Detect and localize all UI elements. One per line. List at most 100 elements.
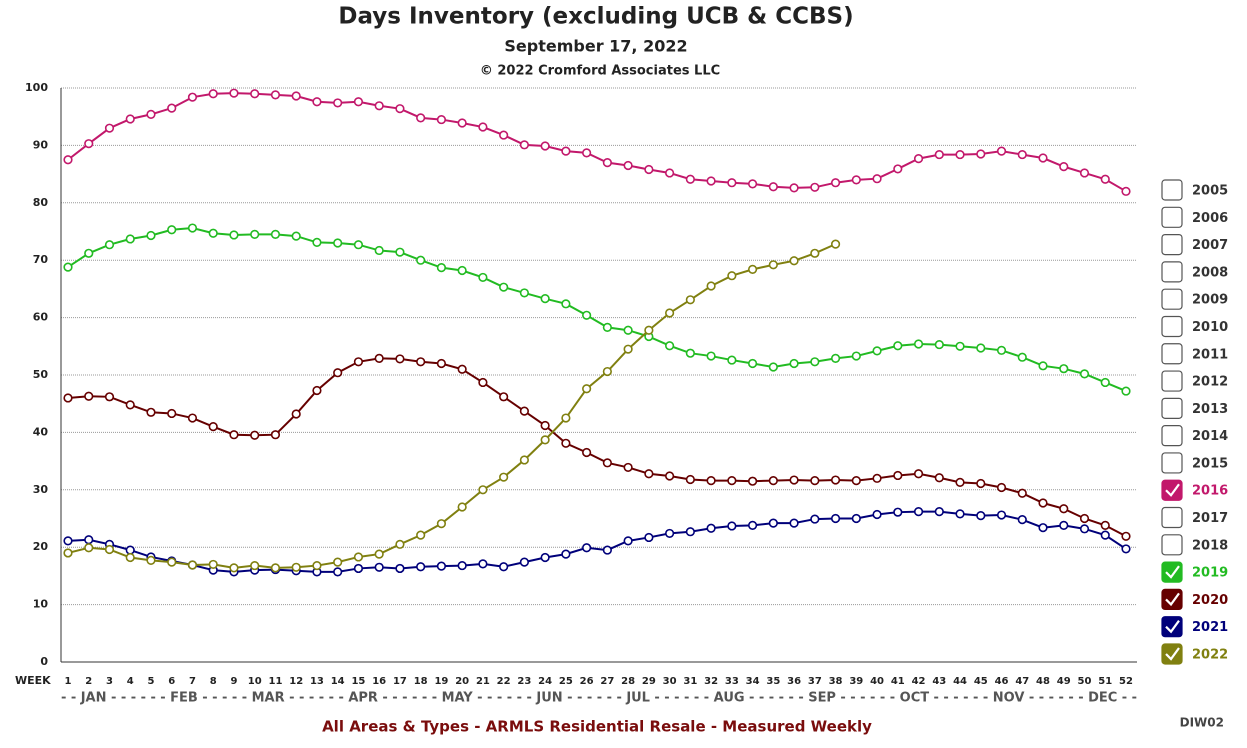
point bbox=[250, 229, 260, 239]
point bbox=[229, 563, 239, 573]
point bbox=[561, 146, 571, 156]
point bbox=[955, 149, 965, 160]
series-line bbox=[67, 92, 1127, 193]
point bbox=[851, 476, 861, 486]
point bbox=[187, 223, 198, 233]
x-tick-label: 20 bbox=[455, 676, 469, 687]
x-tick-label: 7 bbox=[189, 676, 196, 687]
point bbox=[125, 545, 135, 555]
point bbox=[955, 509, 965, 519]
point bbox=[976, 511, 986, 521]
point bbox=[353, 240, 364, 250]
point bbox=[333, 557, 343, 567]
point bbox=[665, 341, 675, 351]
point bbox=[685, 474, 695, 485]
x-tick-label: 39 bbox=[849, 676, 863, 687]
chart-code: DIW02 bbox=[1180, 716, 1224, 730]
point bbox=[623, 344, 633, 354]
point bbox=[540, 141, 550, 151]
x-tick-label: 2 bbox=[85, 676, 92, 687]
point bbox=[1059, 520, 1069, 530]
point bbox=[810, 248, 820, 258]
point bbox=[374, 245, 384, 256]
point bbox=[934, 149, 944, 160]
point bbox=[996, 345, 1007, 355]
point bbox=[104, 392, 115, 402]
x-tick-label: 9 bbox=[230, 676, 237, 687]
point bbox=[1038, 153, 1048, 163]
point bbox=[706, 523, 716, 533]
point bbox=[374, 101, 384, 111]
x-tick-label: 10 bbox=[248, 676, 262, 687]
y-tick-label: 60 bbox=[33, 311, 49, 324]
legend-checkbox bbox=[1161, 425, 1183, 447]
point bbox=[976, 343, 986, 353]
point bbox=[602, 322, 612, 332]
x-tick-label: 37 bbox=[808, 676, 822, 687]
point bbox=[1100, 520, 1110, 530]
series-line bbox=[67, 510, 1127, 573]
point bbox=[582, 310, 592, 320]
point bbox=[623, 325, 633, 335]
legend-label: 2014 bbox=[1192, 429, 1228, 444]
point bbox=[250, 89, 260, 99]
point bbox=[623, 536, 633, 546]
point bbox=[374, 549, 384, 559]
point bbox=[519, 557, 529, 567]
legend-checkbox bbox=[1161, 288, 1183, 310]
point bbox=[685, 527, 695, 537]
point bbox=[602, 158, 612, 168]
point bbox=[167, 408, 177, 419]
y-tick-label: 90 bbox=[33, 138, 49, 151]
point bbox=[353, 563, 364, 574]
point bbox=[208, 228, 218, 238]
point bbox=[955, 341, 965, 351]
series-line bbox=[67, 357, 1127, 538]
x-tick-label: 35 bbox=[766, 676, 780, 687]
point bbox=[830, 475, 841, 485]
x-tick-label: 40 bbox=[870, 676, 884, 687]
point bbox=[416, 255, 426, 265]
point bbox=[208, 89, 218, 99]
x-tick-label: 42 bbox=[912, 676, 926, 687]
x-tick-label: 30 bbox=[663, 676, 677, 687]
point bbox=[665, 168, 675, 178]
x-tick-label: 21 bbox=[476, 676, 490, 687]
point bbox=[270, 90, 281, 100]
point bbox=[644, 164, 654, 175]
y-tick-label: 50 bbox=[33, 368, 49, 381]
point bbox=[1121, 186, 1131, 196]
point bbox=[1121, 386, 1131, 396]
x-tick-label: 16 bbox=[372, 676, 386, 687]
point bbox=[312, 237, 322, 248]
point bbox=[996, 482, 1007, 493]
point bbox=[706, 176, 716, 186]
point bbox=[830, 239, 841, 249]
point bbox=[395, 247, 405, 257]
y-tick-label: 20 bbox=[33, 540, 49, 553]
point bbox=[727, 521, 737, 531]
point bbox=[768, 518, 778, 528]
x-tick-label: 15 bbox=[351, 676, 365, 687]
point bbox=[187, 92, 198, 102]
x-tick-label: 50 bbox=[1078, 676, 1092, 687]
point bbox=[416, 562, 426, 572]
x-tick-label: 51 bbox=[1098, 676, 1112, 687]
point bbox=[478, 485, 488, 495]
point bbox=[913, 507, 924, 517]
point bbox=[644, 532, 654, 543]
point bbox=[519, 406, 529, 416]
legend-label: 2022 bbox=[1192, 648, 1228, 663]
point bbox=[125, 234, 135, 244]
point bbox=[913, 339, 924, 349]
point bbox=[1059, 504, 1069, 514]
x-tick-label: 48 bbox=[1036, 676, 1050, 687]
point bbox=[125, 400, 135, 410]
point bbox=[270, 229, 281, 239]
legend-label: 2009 bbox=[1192, 293, 1228, 308]
legend-label: 2017 bbox=[1192, 511, 1228, 526]
point bbox=[1017, 515, 1027, 525]
legend-checkbox bbox=[1161, 452, 1183, 474]
point bbox=[1038, 361, 1048, 371]
